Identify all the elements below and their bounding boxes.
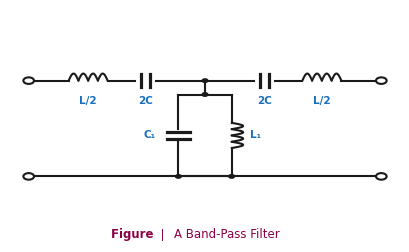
Text: Figure ❘: Figure ❘ [110,228,167,241]
Circle shape [202,93,207,96]
Text: C₁: C₁ [143,131,155,140]
Text: A Band-Pass Filter: A Band-Pass Filter [174,228,279,241]
Circle shape [175,175,181,178]
Text: L/2: L/2 [79,96,97,106]
Circle shape [228,175,234,178]
Text: L₁: L₁ [249,131,261,140]
Text: 2C: 2C [256,96,271,106]
Text: L/2: L/2 [312,96,330,106]
Text: 2C: 2C [138,96,153,106]
Circle shape [202,79,207,82]
